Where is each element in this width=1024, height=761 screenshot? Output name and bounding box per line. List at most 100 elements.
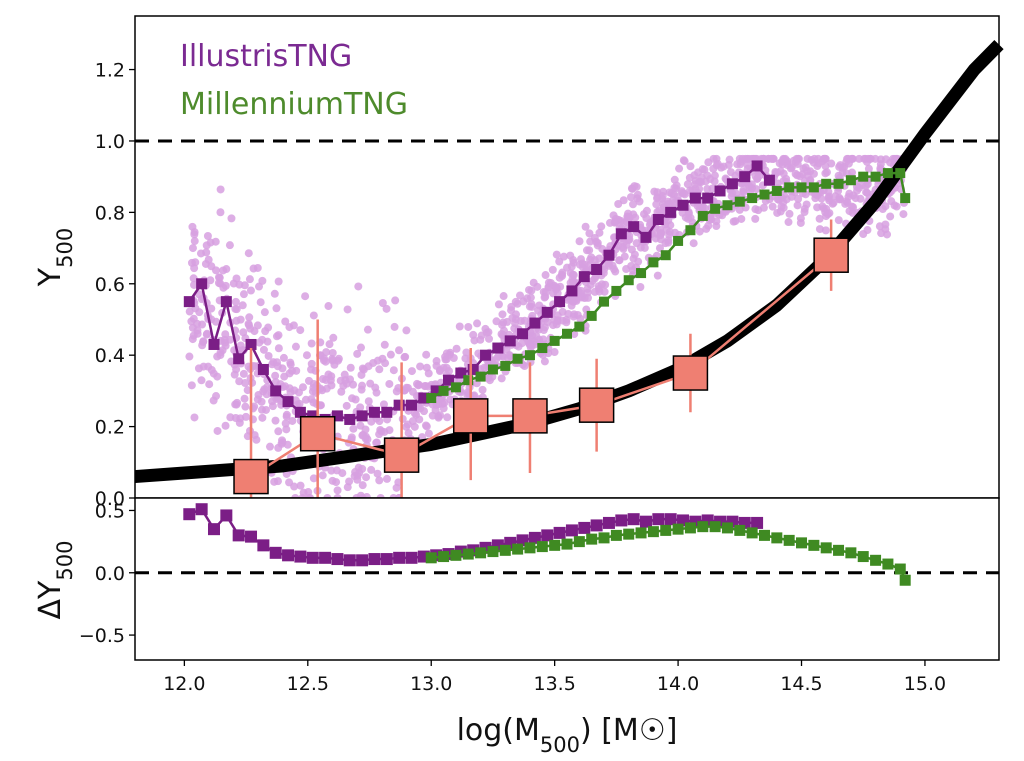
scatter-point <box>235 377 244 386</box>
scatter-point <box>817 194 826 203</box>
scatter-point <box>512 310 521 319</box>
scatter-point <box>526 358 535 367</box>
scatter-point <box>731 171 740 180</box>
scatter-point <box>189 331 198 340</box>
scatter-point <box>253 395 262 404</box>
scatter-point <box>259 345 268 354</box>
scatter-point <box>342 401 351 410</box>
illustris-point <box>245 338 257 350</box>
scatter-point <box>249 264 258 273</box>
illustris-residual-point <box>664 513 677 526</box>
scatter-point <box>516 291 525 300</box>
scatter-point <box>819 154 828 163</box>
scatter-point <box>497 374 506 383</box>
scatter-point <box>390 322 399 331</box>
scatter-point <box>221 421 230 430</box>
illustris-point <box>615 228 627 240</box>
scatter-point <box>207 304 216 313</box>
x-tick-label: 14.0 <box>657 673 699 695</box>
scatter-point <box>202 330 211 339</box>
observation-point <box>383 437 420 473</box>
scatter-point <box>886 212 895 221</box>
illustris-point <box>467 363 479 375</box>
millennium-residual-point <box>833 544 845 556</box>
y-tick-label: 0.0 <box>95 488 125 510</box>
scatter-point <box>285 323 294 332</box>
scatter-point <box>416 404 425 413</box>
millennium-residual-point <box>684 522 696 534</box>
illustris-point <box>751 160 763 172</box>
scatter-point <box>190 413 199 422</box>
bottom-y-ticks: −0.5 0.0 0.5 <box>79 500 135 647</box>
scatter-point <box>367 465 376 474</box>
millennium-point <box>722 200 733 211</box>
top-y-ticks: 0.0 0.2 0.4 0.6 0.8 1.0 1.2 <box>95 60 135 510</box>
scatter-point <box>800 208 809 217</box>
scatter-point <box>288 366 297 375</box>
scatter-point <box>813 162 822 171</box>
scatter-point <box>240 394 249 403</box>
scatter-point <box>375 417 384 426</box>
scatter-point <box>278 438 287 447</box>
observation-point <box>672 355 709 391</box>
scatter-point <box>821 169 830 178</box>
x-axis-title: log(M500) [M☉] <box>457 713 678 757</box>
scatter-point <box>231 413 240 422</box>
scatter-point <box>635 197 644 206</box>
top-millennium-group <box>426 168 911 404</box>
illustris-point <box>517 328 529 340</box>
scatter-point <box>653 207 662 216</box>
scatter-point <box>232 365 241 374</box>
millennium-point <box>512 353 523 364</box>
scatter-point <box>260 308 269 317</box>
millennium-point <box>426 393 437 404</box>
y-tick-label: 0.6 <box>95 274 125 296</box>
scatter-point <box>566 251 575 260</box>
scatter-point <box>679 156 688 165</box>
scatter-point <box>301 292 310 301</box>
millennium-point <box>808 182 819 193</box>
scatter-point <box>710 171 719 180</box>
scatter-point <box>372 388 381 397</box>
scatter-point <box>188 323 197 332</box>
scatter-point <box>445 367 454 376</box>
scatter-point <box>557 270 566 279</box>
scatter-point <box>402 326 411 335</box>
scatter-point <box>815 214 824 223</box>
scatter-point <box>633 190 642 199</box>
scatter-point <box>338 469 347 478</box>
scatter-point <box>271 416 280 425</box>
scatter-point <box>553 311 562 320</box>
millennium-residual-point <box>598 532 610 544</box>
millennium-point <box>599 296 610 307</box>
illustris-point <box>196 278 208 290</box>
bottom-y-axis-title: ΔY500 <box>33 541 77 620</box>
illustris-residual-point <box>380 553 393 566</box>
scatter-point <box>581 222 590 231</box>
scatter-point <box>559 252 568 261</box>
illustris-residual-point <box>639 515 652 528</box>
x-tick-label: 12.0 <box>163 673 205 695</box>
scatter-point <box>380 340 389 349</box>
scatter-point <box>511 319 520 328</box>
scatter-point <box>499 292 508 301</box>
scatter-point <box>595 287 604 296</box>
millennium-point <box>549 335 560 346</box>
scatter-point <box>346 375 355 384</box>
scatter-point <box>552 283 561 292</box>
scatter-point <box>809 169 818 178</box>
scatter-point <box>813 203 822 212</box>
scatter-point <box>773 208 782 217</box>
illustris-residual-point <box>294 550 307 563</box>
millennium-residual-point <box>882 558 894 570</box>
scatter-point <box>562 263 571 272</box>
millennium-residual-point <box>623 528 635 540</box>
scatter-point <box>209 396 218 405</box>
scatter-point <box>238 301 247 310</box>
scatter-point <box>188 244 197 253</box>
illustris-point <box>405 399 417 411</box>
illustris-residual-point <box>541 529 554 542</box>
millennium-point <box>524 350 535 361</box>
scatter-point <box>378 299 387 308</box>
